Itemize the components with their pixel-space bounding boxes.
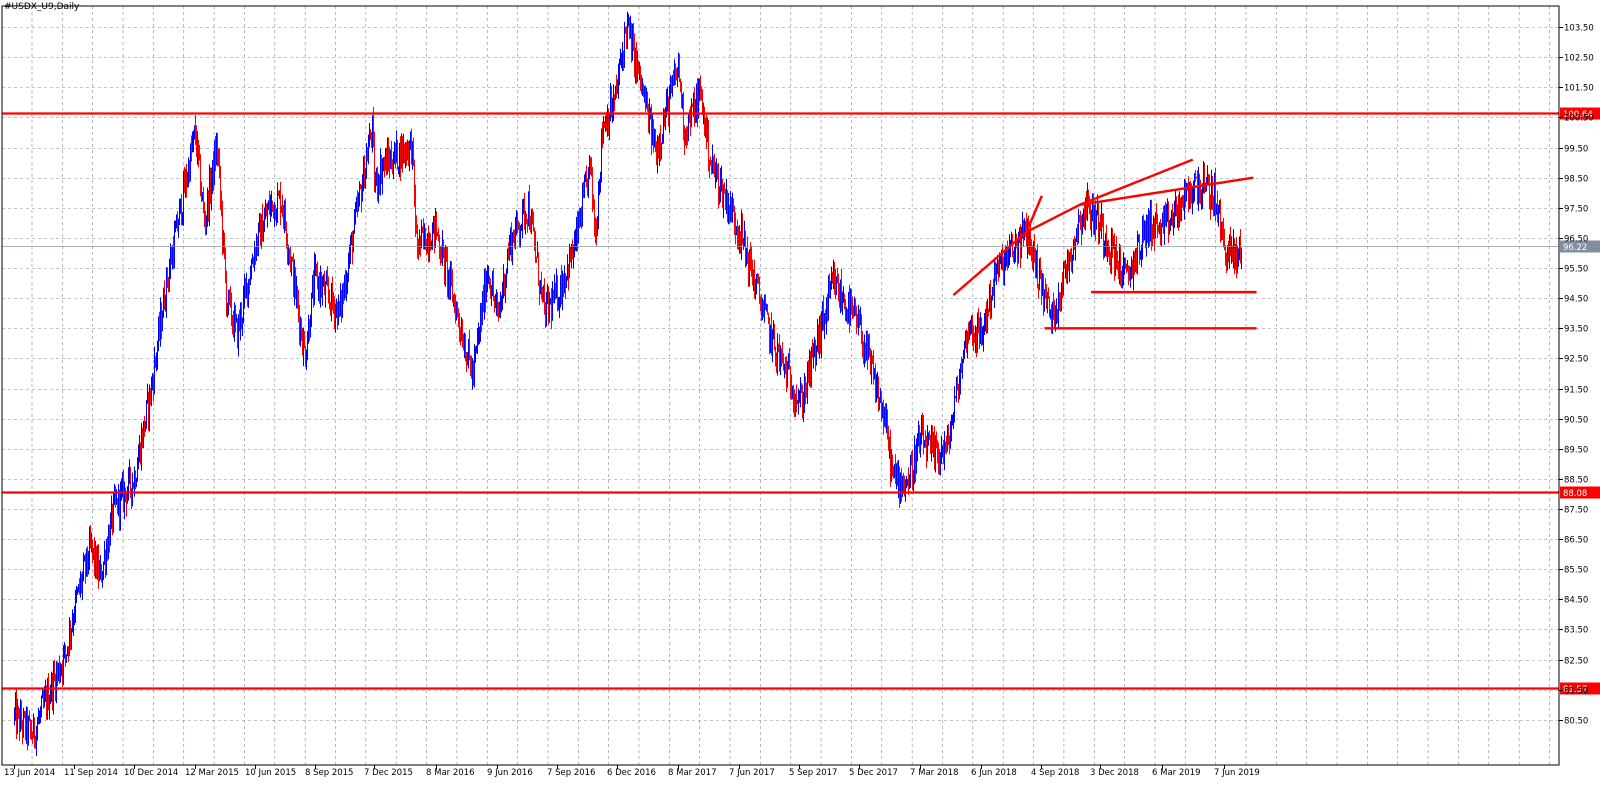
- y-tick-label: 102.50: [1564, 54, 1594, 64]
- x-tick-label: 11 Sep 2014: [64, 768, 118, 778]
- y-tick-label: 98.50: [1564, 175, 1588, 185]
- x-tick-label: 5 Dec 2017: [849, 768, 898, 778]
- level-price-label: 100.64: [1563, 110, 1593, 120]
- level-price-tag: [1560, 682, 1600, 695]
- y-tick-label: 92.50: [1564, 355, 1588, 365]
- symbol-title: #USDX_U9,Daily: [4, 2, 80, 12]
- y-tick-label: 94.50: [1564, 295, 1588, 305]
- y-tick-label: 103.50: [1564, 24, 1594, 34]
- x-tick-label: 7 Jun 2017: [729, 768, 775, 778]
- trend-lines[interactable]: [952, 158, 1257, 330]
- y-tick-label: 87.50: [1564, 506, 1588, 516]
- trend-line: [1079, 158, 1194, 206]
- x-tick-label: 4 Sep 2018: [1031, 768, 1079, 778]
- level-price-label: 88.08: [1563, 489, 1587, 499]
- x-tick-label: 7 Sep 2016: [547, 768, 595, 778]
- y-tick-label: 91.50: [1564, 386, 1588, 396]
- y-tick-label: 88.50: [1564, 476, 1588, 486]
- y-tick-label: 97.50: [1564, 205, 1588, 215]
- y-tick-label: 93.50: [1564, 325, 1588, 335]
- trend-line: [1025, 203, 1081, 233]
- x-tick-label: 7 Jun 2019: [1214, 768, 1260, 778]
- x-tick-label: 7 Mar 2018: [910, 768, 958, 778]
- candles: [14, 11, 1242, 756]
- level-price-tag: [1560, 107, 1600, 120]
- x-tick-label: 12 Mar 2015: [185, 768, 239, 778]
- x-tick-label: 10 Jun 2015: [245, 768, 296, 778]
- x-tick-label: 7 Dec 2015: [364, 768, 413, 778]
- y-tick-label: 86.50: [1564, 536, 1588, 546]
- level-price-label: 81.57: [1563, 685, 1587, 695]
- y-tick-label: 81.50: [1564, 687, 1588, 697]
- x-tick-label: 10 Dec 2014: [124, 768, 178, 778]
- y-tick-label: 89.50: [1564, 446, 1588, 456]
- y-tick-label: 90.50: [1564, 416, 1588, 426]
- y-tick-label: 99.50: [1564, 145, 1588, 155]
- x-tick-label: 8 Mar 2017: [668, 768, 716, 778]
- x-tick-label: 13 Jun 2014: [4, 768, 55, 778]
- trend-line: [952, 230, 1028, 297]
- x-tick-label: 8 Sep 2015: [305, 768, 353, 778]
- level-price-tag: [1560, 486, 1600, 499]
- horizontal-levels[interactable]: 100.64 88.08 81.57 96.22: [2, 107, 1600, 696]
- grid: [2, 6, 1559, 765]
- x-tick-label: 8 Mar 2016: [426, 768, 474, 778]
- x-tick-label: 9 Jun 2016: [487, 768, 533, 778]
- y-tick-label: 84.50: [1564, 596, 1588, 606]
- y-tick-label: 95.50: [1564, 265, 1588, 275]
- trend-line: [1079, 176, 1254, 206]
- current-price-label: 96.22: [1563, 243, 1587, 253]
- x-tick-label: 6 Mar 2019: [1152, 768, 1200, 778]
- plot-frame: [1, 5, 1560, 766]
- y-tick-label: 85.50: [1564, 566, 1588, 576]
- y-tick-label: 83.50: [1564, 626, 1588, 636]
- x-tick-label: 6 Dec 2016: [607, 768, 656, 778]
- y-tick-label: 96.50: [1564, 235, 1588, 245]
- x-tick-label: 6 Jun 2018: [971, 768, 1017, 778]
- x-tick-label: 5 Sep 2017: [789, 768, 837, 778]
- x-tick-label: 3 Dec 2018: [1090, 768, 1139, 778]
- y-tick-label: 101.50: [1564, 84, 1594, 94]
- axes: 103.50 102.50 101.50 100.50 99.50 98.50 97.50 9…: [1, 5, 1594, 778]
- y-tick-label: 100.50: [1564, 114, 1594, 124]
- y-tick-label: 80.50: [1564, 717, 1588, 727]
- trend-line: [1025, 195, 1043, 233]
- current-price-tag: [1560, 240, 1600, 253]
- y-tick-label: 82.50: [1564, 657, 1588, 667]
